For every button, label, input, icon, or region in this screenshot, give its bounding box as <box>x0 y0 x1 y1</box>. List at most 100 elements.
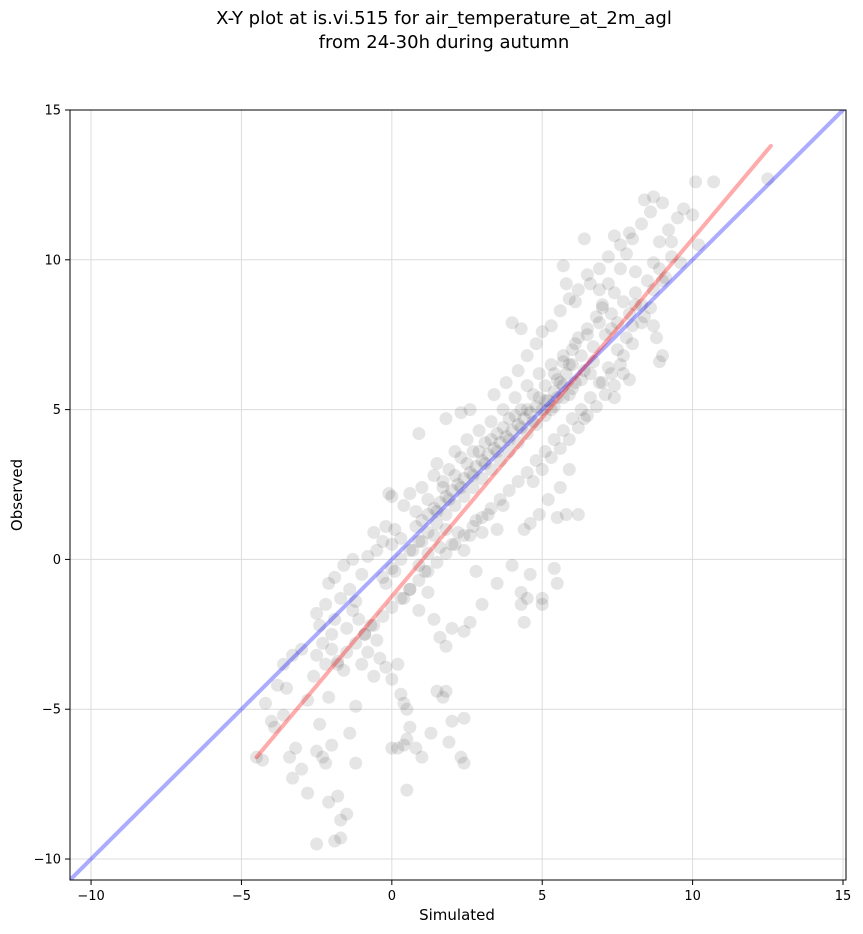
y-axis-ticks: −10 −5 0 5 10 15 <box>34 104 70 868</box>
data-point <box>421 546 435 560</box>
data-point <box>313 618 327 632</box>
data-point <box>592 262 606 276</box>
data-point <box>457 472 471 486</box>
data-point <box>295 642 309 656</box>
data-point <box>647 190 661 204</box>
data-point <box>484 415 498 429</box>
data-point <box>310 837 324 851</box>
data-point <box>541 492 555 506</box>
data-point <box>529 337 543 351</box>
data-point <box>379 576 393 590</box>
data-point <box>559 277 573 291</box>
data-point <box>490 522 504 536</box>
data-point <box>463 403 477 417</box>
data-point <box>689 175 703 189</box>
data-point <box>412 427 426 441</box>
data-point <box>653 262 667 276</box>
data-point <box>409 519 423 533</box>
data-point <box>463 615 477 629</box>
data-point <box>358 627 372 641</box>
data-point <box>622 373 636 387</box>
data-point <box>340 807 354 821</box>
data-point <box>430 684 444 698</box>
data-point <box>659 271 673 285</box>
data-point <box>517 522 531 536</box>
data-point <box>586 340 600 354</box>
data-point <box>601 361 615 375</box>
data-point <box>604 322 618 336</box>
data-point <box>490 576 504 590</box>
data-point <box>463 466 477 480</box>
data-point <box>265 714 279 728</box>
data-point <box>385 600 399 614</box>
data-point <box>526 415 540 429</box>
data-point <box>421 492 435 506</box>
data-point <box>376 609 390 623</box>
y-tick-label: 5 <box>53 403 61 418</box>
data-point <box>514 597 528 611</box>
data-point <box>376 570 390 584</box>
data-point <box>610 343 624 357</box>
data-point <box>625 337 639 351</box>
data-point <box>466 481 480 495</box>
x-tick-label: −5 <box>232 889 251 904</box>
data-point <box>316 750 330 764</box>
data-point <box>571 331 585 345</box>
data-point <box>517 615 531 629</box>
data-point <box>367 618 381 632</box>
data-point <box>556 379 570 393</box>
data-point <box>343 582 357 596</box>
data-point <box>598 388 612 402</box>
data-point <box>400 732 414 746</box>
data-point <box>568 337 582 351</box>
data-point <box>607 286 621 300</box>
data-point <box>478 436 492 450</box>
data-point <box>361 549 375 563</box>
data-point <box>427 528 441 542</box>
data-point <box>601 277 615 291</box>
data-point <box>412 558 426 572</box>
data-point <box>674 256 688 270</box>
data-point <box>451 525 465 539</box>
data-point <box>592 283 606 297</box>
data-point <box>550 373 564 387</box>
data-point <box>514 585 528 599</box>
data-point <box>439 489 453 503</box>
data-point <box>496 403 510 417</box>
data-point <box>647 319 661 333</box>
data-point <box>469 564 483 578</box>
data-point <box>373 651 387 665</box>
data-point <box>520 466 534 480</box>
y-axis-label: Observed <box>8 459 26 531</box>
data-point <box>385 672 399 686</box>
data-point <box>574 349 588 363</box>
data-point <box>592 376 606 390</box>
data-point <box>439 546 453 560</box>
data-point <box>622 226 636 240</box>
data-point <box>352 612 366 626</box>
data-point <box>427 612 441 626</box>
data-point <box>616 295 630 309</box>
data-point <box>580 268 594 282</box>
data-point <box>391 657 405 671</box>
data-point <box>394 552 408 566</box>
data-point <box>346 552 360 566</box>
data-point <box>556 355 570 369</box>
data-point <box>409 504 423 518</box>
data-point <box>334 831 348 845</box>
data-point <box>334 591 348 605</box>
data-point <box>313 717 327 731</box>
data-point <box>514 322 528 336</box>
data-point <box>379 660 393 674</box>
data-point <box>571 507 585 521</box>
data-point <box>643 205 657 219</box>
data-point <box>535 463 549 477</box>
data-point <box>532 507 546 521</box>
data-point <box>349 756 363 770</box>
data-point <box>490 427 504 441</box>
data-point <box>325 627 339 641</box>
data-point <box>553 304 567 318</box>
data-point <box>589 310 603 324</box>
data-point <box>400 783 414 797</box>
data-point <box>445 621 459 635</box>
